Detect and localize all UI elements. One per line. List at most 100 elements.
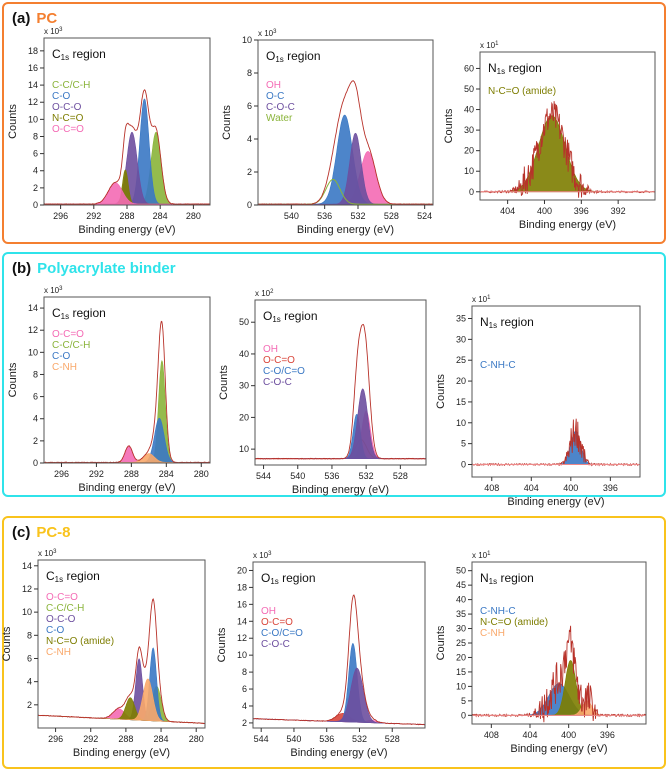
region-subscript: 1s	[61, 312, 69, 321]
plot-area: 544 540 536 532 528 2 4 6 8 10 12 14 16 18 20 Binding e…	[216, 551, 426, 759]
y-tick-label: 10	[22, 607, 32, 617]
x-tick-label: 536	[317, 211, 332, 221]
region-subscript: 1s	[275, 55, 283, 64]
y-tick-label: 0	[461, 710, 466, 720]
peak-C-NH-C	[472, 430, 640, 465]
plot-frame	[252, 561, 426, 729]
legend-entry: N-C=O	[52, 113, 84, 124]
panel-name: Polyacrylate binder	[37, 260, 176, 277]
y-axis-label: Counts	[435, 374, 447, 409]
y-tick-label: 35	[456, 609, 466, 619]
y-tick-label: 20	[456, 652, 466, 662]
y-tick-label: 8	[33, 131, 38, 141]
y-tick-label: 8	[242, 667, 247, 677]
region-suffix: region	[497, 571, 534, 585]
region-suffix: region	[497, 315, 534, 329]
legend-entry: O-C	[266, 91, 284, 102]
x-tick-label: 292	[86, 211, 101, 221]
y-tick-label: 50	[464, 84, 474, 94]
plot-area: 296 292 288 284 280 2 4 6 8 10 12 14 Binding energy …	[1, 549, 206, 759]
x-tick-label: 396	[600, 730, 615, 740]
y-tick-label: 12	[22, 584, 32, 594]
panel-label: (a)	[12, 10, 31, 27]
y-tick-label: 12	[28, 97, 38, 107]
x-tick-label: 528	[384, 211, 399, 221]
y-tick-label: 25	[456, 638, 466, 648]
x-axis-label: Binding energy (eV)	[510, 743, 607, 755]
multiplier-exponent: 3	[59, 27, 63, 33]
x-tick-label: 292	[83, 734, 98, 744]
x-tick-label: 292	[89, 469, 104, 479]
y-axis-label: Counts	[7, 104, 19, 139]
multiplier-label: x 103	[44, 27, 63, 36]
plot-area: 544 540 536 532 528 10 20 30 40 50 Binding energy …	[218, 289, 427, 496]
x-tick-label: 288	[124, 469, 139, 479]
x-tick-label: 544	[256, 471, 271, 481]
y-tick-label: 8	[33, 369, 38, 379]
plot-frame	[37, 559, 206, 729]
legend-entry: Water	[266, 113, 293, 124]
y-tick-label: 6	[247, 101, 252, 111]
y-tick-label: 10	[28, 347, 38, 357]
panel-name: PC-8	[36, 524, 71, 541]
x-tick-label: 400	[563, 483, 578, 493]
x-tick-label: 280	[189, 734, 204, 744]
y-tick-label: 2	[33, 183, 38, 193]
xps-chart-n1s: 404 400 396 392 0 10 20 30 40 50 60 Binding energy …	[438, 36, 665, 245]
region-element: O	[263, 309, 272, 323]
x-tick-label: 296	[48, 734, 63, 744]
panel-title: (a) PC	[12, 10, 57, 27]
legend-entry: C-C/C-H	[52, 80, 90, 91]
xps-chart-o1s: 544 540 536 532 528 10 20 30 40 50 Binding energy …	[213, 284, 436, 510]
y-axis-label: Counts	[218, 365, 230, 400]
peaks	[480, 101, 655, 198]
y-tick-label: 4	[33, 414, 38, 424]
region-suffix: region	[505, 61, 542, 75]
x-tick-label: 536	[324, 471, 339, 481]
region-element: C	[46, 569, 55, 583]
y-axis-label: Counts	[435, 625, 447, 660]
chart-svg: 544 540 536 532 528 10 20 30 40 50 Binding energy …	[218, 289, 427, 496]
envelope-line	[258, 79, 433, 205]
y-tick-label: 10	[456, 418, 466, 428]
x-tick-label: 540	[284, 211, 299, 221]
multiplier-label: x 102	[255, 289, 274, 298]
panel-c: (c) PC-8	[2, 516, 666, 769]
y-tick-label: 16	[28, 63, 38, 73]
plot-frame	[257, 39, 434, 206]
y-tick-label: 6	[33, 392, 38, 402]
legend-entry: O-C=O	[46, 592, 78, 603]
panel-a: (a) PC	[2, 2, 666, 244]
peak-OH	[255, 410, 426, 459]
xps-chart-c1s: 296 292 288 284 280 0 2 4 6 8 10 12 14 Binding energy…	[2, 281, 220, 508]
x-tick-label: 396	[574, 206, 589, 216]
multiplier-label: x 101	[480, 41, 499, 50]
y-tick-label: 4	[247, 134, 252, 144]
peaks	[258, 79, 433, 205]
region-subscript: 1s	[489, 577, 497, 586]
y-tick-label: 20	[239, 412, 249, 422]
y-tick-label: 10	[464, 166, 474, 176]
x-axis-label: Binding energy (eV)	[507, 496, 604, 508]
x-axis-label: Binding energy (eV)	[78, 482, 175, 494]
legend-entry: O-C=O	[263, 355, 295, 366]
chart-svg: 296 292 288 284 280 2 4 6 8 10 12 14 Binding energy …	[1, 549, 206, 759]
legend-entry: C-C/C-H	[52, 340, 90, 351]
region-title: N1s region	[488, 61, 542, 76]
x-tick-label: 540	[286, 734, 301, 744]
region-element: O	[266, 49, 275, 63]
plot-area: 408 404 400 396 0 5 10 15 20 25 30 35 40 45 50 Binding …	[435, 551, 647, 755]
panel-label: (c)	[12, 524, 31, 541]
x-tick-label: 528	[385, 734, 400, 744]
multiplier-label: x 103	[44, 286, 63, 295]
region-subscript: 1s	[270, 577, 278, 586]
y-tick-label: 16	[237, 599, 247, 609]
plot-area: 404 400 396 392 0 10 20 30 40 50 60 Binding energy …	[443, 41, 656, 231]
peaks	[38, 598, 205, 725]
y-tick-label: 5	[461, 696, 466, 706]
chart-svg: 540 536 532 528 524 0 2 4 6 8 10 Binding energy (eV…	[221, 29, 434, 236]
legend-entry: C-O-C	[266, 102, 295, 113]
legend-entry: C-O	[52, 351, 71, 362]
y-tick-label: 14	[28, 80, 38, 90]
